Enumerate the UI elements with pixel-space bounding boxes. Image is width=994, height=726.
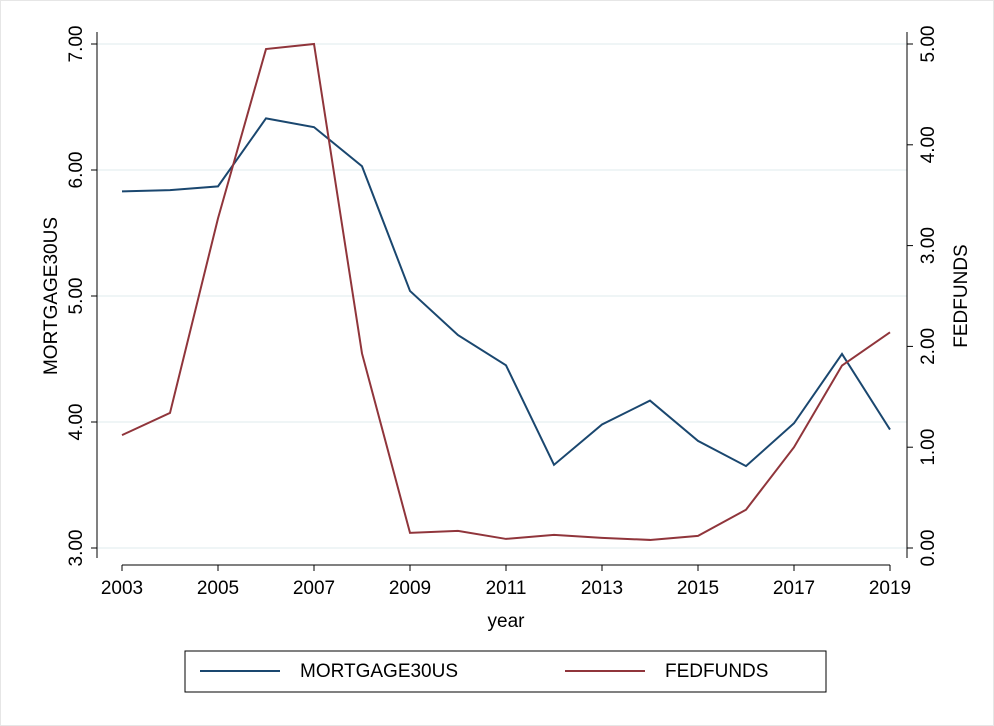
x-tick-label: 2019 [869, 578, 911, 599]
legend-box [184, 650, 827, 693]
y-tick-label: 7.00 [66, 26, 87, 63]
y-axis-title: MORTGAGE30US [41, 217, 62, 375]
series-line [121, 117, 891, 468]
legend-label: MORTGAGE30US [300, 661, 458, 682]
y2-tick-label: 2.00 [918, 328, 939, 365]
x-tick-label: 2005 [197, 578, 239, 599]
x-tick-label: 2017 [773, 578, 815, 599]
y-tick-label: 5.00 [66, 278, 87, 315]
y2-tick-label: 4.00 [918, 126, 939, 163]
y-tick-label: 6.00 [66, 152, 87, 189]
y2-axis-title: FEDFUNDS [951, 244, 972, 347]
x-tick-label: 2009 [389, 578, 431, 599]
y-tick-label: 4.00 [66, 404, 87, 441]
x-tick-label: 2007 [293, 578, 335, 599]
legend-label: FEDFUNDS [665, 661, 768, 682]
y2-tick-label: 5.00 [918, 26, 939, 63]
x-tick-label: 2003 [101, 578, 143, 599]
x-tick-label: 2015 [677, 578, 719, 599]
y2-tick-label: 0.00 [918, 530, 939, 567]
x-tick-label: 2011 [486, 578, 527, 599]
x-tick-label: 2013 [581, 578, 623, 599]
y2-tick-label: 3.00 [918, 227, 939, 264]
x-axis-title: year [488, 611, 526, 632]
y-tick-label: 3.00 [66, 530, 87, 567]
y2-tick-label: 1.00 [918, 429, 939, 466]
series-line [121, 42, 891, 541]
